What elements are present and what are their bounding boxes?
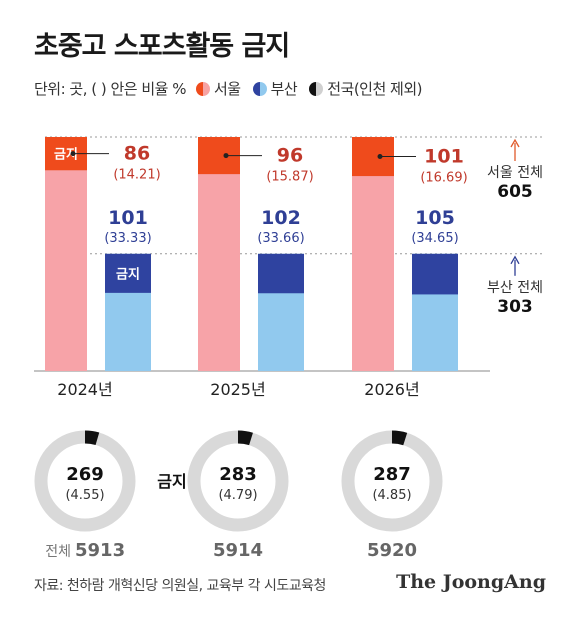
nation-donut-ban-arc-2 <box>391 430 408 446</box>
legend-item-seoul: 서울 <box>196 78 241 99</box>
category-label-0: 2024년 <box>57 380 112 399</box>
busan-ban-pct-1: (33.66) <box>257 231 304 246</box>
nation-ban-pct-2: (4.85) <box>372 488 411 503</box>
seoul-ban-value-2: 101 <box>424 146 464 168</box>
seoul-total-label: 서울 전체 <box>487 165 543 181</box>
legend-swatch-busan <box>252 81 267 96</box>
busan-total-arrowhead <box>510 255 520 265</box>
nation-donut-ban-arc-0 <box>84 430 100 446</box>
seoul-ban-pct-1: (15.87) <box>266 170 313 185</box>
nation-ban-value-2: 287 <box>373 464 411 485</box>
busan-total-value: 303 <box>497 297 533 317</box>
seoul-ban-pct-2: (16.69) <box>420 171 467 186</box>
nation-ban-value-1: 283 <box>219 464 257 485</box>
seoul-total-bar-1 <box>198 137 240 371</box>
seoul-total-value: 605 <box>497 182 533 202</box>
seoul-ban-pct-0: (14.21) <box>113 168 160 183</box>
busan-ban-inner-label: 금지 <box>116 267 140 282</box>
legend-label-seoul: 서울 <box>214 80 241 98</box>
busan-ban-bar-2 <box>412 253 458 295</box>
legend-swatch-seoul <box>196 81 210 96</box>
legend-unit: 단위: 곳, ( ) 안은 비율 % <box>34 80 187 98</box>
nation-total-prefix: 전체 <box>45 544 71 560</box>
nation-total-value-2: 5920 <box>367 540 417 561</box>
legend-item-busan: 부산 <box>252 78 298 99</box>
seoul-ban-value-0: 86 <box>124 143 150 165</box>
source-note: 자료: 천하람 개혁신당 의원실, 교육부 각 시도교육청 <box>34 578 326 594</box>
legend-label-busan: 부산 <box>270 80 298 98</box>
busan-total-label: 부산 전체 <box>487 280 543 296</box>
busan-ban-value-0: 101 <box>108 207 148 229</box>
legend-swatch-nation <box>309 81 324 96</box>
nation-ban-value-0: 269 <box>66 464 104 485</box>
legend-label-nation: 전국(인천 제외) <box>327 80 422 98</box>
nation-total-value-0: 5913 <box>75 540 125 561</box>
seoul-total-arrowhead <box>510 138 520 148</box>
legend-item-nation: 전국(인천 제외) <box>309 78 422 99</box>
seoul-total-bar-0 <box>45 137 87 371</box>
nation-ban-pct-0: (4.55) <box>65 488 104 503</box>
nation-ban-side-label: 금지 <box>157 472 186 491</box>
busan-ban-pct-0: (33.33) <box>104 231 151 246</box>
busan-ban-value-1: 102 <box>261 207 301 229</box>
nation-donut-ban-arc-1 <box>237 430 253 446</box>
busan-ban-pct-2: (34.65) <box>411 231 458 246</box>
category-label-1: 2025년 <box>210 380 265 399</box>
seoul-ban-value-1: 96 <box>277 145 303 167</box>
category-label-2: 2026년 <box>364 380 419 399</box>
busan-ban-value-2: 105 <box>415 207 455 229</box>
busan-ban-bar-1 <box>258 253 304 294</box>
chart-title: 초중고 스포츠활동 금지 <box>34 31 290 62</box>
nation-ban-pct-1: (4.79) <box>218 488 257 503</box>
busan-ban-bar-0 <box>105 253 151 293</box>
legend: 단위: 곳, ( ) 안은 비율 % 서울 부산 전국(인천 제외) <box>34 78 434 99</box>
brand-logo: The JoongAng <box>396 571 546 593</box>
nation-total-value-1: 5914 <box>213 540 263 561</box>
